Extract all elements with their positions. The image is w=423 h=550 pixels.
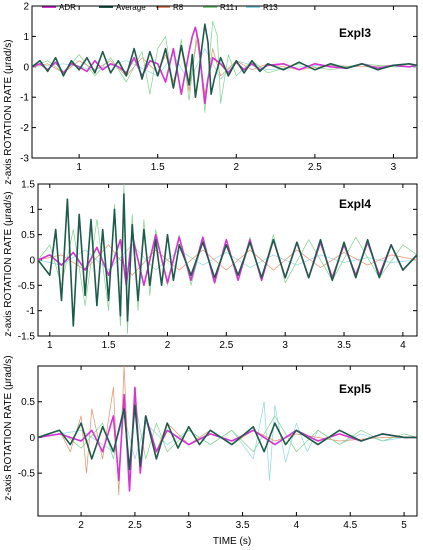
y-tick-label: 0 — [23, 62, 29, 73]
y-tick-label: -1 — [20, 93, 29, 104]
x-tick-label: 3.5 — [337, 340, 351, 351]
y-tick-label: 0 — [29, 256, 35, 267]
series-line-adr — [32, 26, 417, 105]
x-tick-label: 5 — [401, 520, 407, 531]
x-tick-label: 1 — [76, 162, 82, 173]
panel-expl3: 1 1.5 2 2.5 3 -3 -2 -1 0 1 2 Expl3 — [20, 2, 418, 173]
plot-frame — [31, 5, 418, 159]
panel-title: Expl5 — [339, 382, 371, 396]
legend-label: Average — [116, 3, 146, 12]
legend-label: ADR — [59, 3, 76, 12]
panel-expl5: 2 2.5 3 3.5 4 4.5 5 -0.5 0 0.5 Expl5 — [18, 365, 418, 531]
y-axis-label: z-axis ROTATION RATE (μrad/s) — [3, 39, 14, 184]
panel-title: Expl4 — [339, 197, 371, 211]
x-tick-label: 2.5 — [128, 520, 142, 531]
y-tick-label: 0 — [29, 433, 35, 444]
x-tick-label: 3 — [186, 520, 192, 531]
y-tick-label: 0.5 — [21, 230, 35, 241]
x-tick-label: 1 — [47, 340, 53, 351]
x-tick-label: 2.5 — [219, 340, 233, 351]
legend-label: R8 — [173, 3, 184, 12]
x-axis-label: TIME (s) — [213, 536, 251, 547]
x-tick-label: 3.5 — [236, 520, 250, 531]
y-tick-label: -1.5 — [18, 332, 36, 343]
x-tick-label: 4 — [294, 520, 300, 531]
series-line-r11 — [38, 401, 417, 481]
y-axis-label: z-axis ROTATION RATE (μrad/s) — [3, 191, 14, 336]
y-tick-label: -0.5 — [18, 469, 36, 480]
x-tick-label: 4 — [400, 340, 406, 351]
y-tick-label: 1 — [23, 32, 29, 43]
x-tick-label: 3 — [391, 162, 397, 173]
panel-title: Expl3 — [339, 26, 371, 40]
y-tick-label: 1 — [29, 205, 35, 216]
x-tick-label: 3 — [282, 340, 288, 351]
y-axis-label: z-axis ROTATION RATE (μrad/s) — [3, 355, 14, 500]
x-tick-label: 2 — [234, 162, 240, 173]
x-tick-label: 2.5 — [308, 162, 322, 173]
panel-expl4: 1 1.5 2 2.5 3 3.5 4 -1.5 -1 -0.5 0 0.5 1 1.5 Expl4 — [18, 180, 418, 351]
y-tick-label: -3 — [20, 154, 29, 165]
x-tick-label: 4.5 — [343, 520, 357, 531]
legend: ADR Average R8 R11 R13 — [42, 3, 278, 12]
y-tick-label: 2 — [23, 2, 29, 13]
y-tick-label: -0.5 — [18, 281, 36, 292]
series-line-average — [38, 404, 417, 471]
series-line-average — [38, 193, 417, 327]
legend-label: R11 — [220, 3, 235, 12]
legend-label: R13 — [263, 3, 278, 12]
series-line-average — [32, 23, 417, 98]
x-tick-label: 2 — [78, 520, 84, 531]
y-tick-label: 1.5 — [21, 180, 35, 191]
y-tick-label: -1 — [26, 306, 35, 317]
y-tick-label: 0.5 — [21, 397, 35, 408]
x-tick-label: 2 — [165, 340, 171, 351]
x-tick-label: 1.5 — [151, 162, 165, 173]
x-tick-label: 1.5 — [102, 340, 116, 351]
plot-frame — [37, 365, 418, 517]
y-tick-label: -2 — [20, 123, 29, 134]
